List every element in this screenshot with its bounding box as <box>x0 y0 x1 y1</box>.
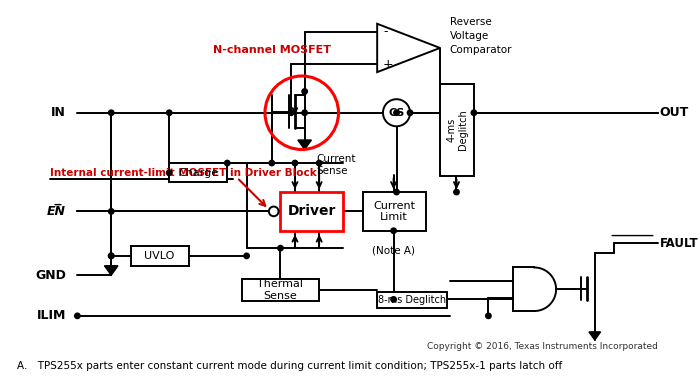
Bar <box>281 192 343 231</box>
Circle shape <box>316 160 322 166</box>
Polygon shape <box>377 24 440 72</box>
Circle shape <box>269 207 279 216</box>
Text: Charge: Charge <box>178 168 218 178</box>
Circle shape <box>288 110 294 115</box>
Text: Reverse
Voltage
Comparator: Reverse Voltage Comparator <box>449 17 512 55</box>
Circle shape <box>293 160 297 166</box>
Bar <box>169 163 228 182</box>
Circle shape <box>394 110 399 115</box>
Text: FAULT: FAULT <box>659 237 698 250</box>
Bar <box>131 246 188 265</box>
Circle shape <box>391 297 396 302</box>
Text: Copyright © 2016, Texas Instruments Incorporated: Copyright © 2016, Texas Instruments Inco… <box>427 342 657 351</box>
Text: CS: CS <box>389 108 405 118</box>
Text: Thermal
Sense: Thermal Sense <box>258 279 304 301</box>
Text: OUT: OUT <box>659 106 689 119</box>
Text: 4-ms
Deglitch: 4-ms Deglitch <box>446 109 468 150</box>
Text: Current
Sense: Current Sense <box>316 154 356 176</box>
Circle shape <box>225 160 230 166</box>
Circle shape <box>486 313 491 319</box>
Text: N-channel MOSFET: N-channel MOSFET <box>213 45 331 55</box>
Text: Current
Limit: Current Limit <box>373 200 415 222</box>
Circle shape <box>471 110 477 115</box>
Circle shape <box>108 253 114 259</box>
Circle shape <box>394 189 399 195</box>
Text: A. TPS255x parts enter constant current mode during current limit condition; TPS: A. TPS255x parts enter constant current … <box>18 361 563 371</box>
Bar <box>241 279 319 301</box>
Circle shape <box>383 99 410 126</box>
Circle shape <box>108 209 114 214</box>
Circle shape <box>167 170 172 175</box>
Text: UVLO: UVLO <box>144 251 175 261</box>
Circle shape <box>278 245 284 251</box>
Circle shape <box>167 110 172 115</box>
Polygon shape <box>104 266 118 275</box>
Polygon shape <box>589 332 601 340</box>
Text: Driver: Driver <box>288 204 336 218</box>
Circle shape <box>407 110 413 115</box>
Bar <box>363 192 426 231</box>
Text: ILIM: ILIM <box>36 309 66 322</box>
Text: (Note A): (Note A) <box>372 245 415 255</box>
Bar <box>377 292 447 308</box>
Text: IN: IN <box>51 106 66 119</box>
Circle shape <box>302 110 307 115</box>
Text: EN: EN <box>47 205 66 218</box>
Circle shape <box>454 189 459 195</box>
Text: 8-ms Deglitch: 8-ms Deglitch <box>378 295 446 305</box>
Circle shape <box>108 253 114 259</box>
Circle shape <box>75 313 80 319</box>
Polygon shape <box>298 140 312 149</box>
Text: GND: GND <box>35 269 66 282</box>
Text: -: - <box>383 25 388 38</box>
Text: +: + <box>383 58 393 71</box>
Circle shape <box>269 160 274 166</box>
Text: Internal current-limit MOSFET in Driver Block: Internal current-limit MOSFET in Driver … <box>50 168 317 178</box>
Bar <box>440 84 474 176</box>
Circle shape <box>302 89 307 94</box>
Circle shape <box>108 110 114 115</box>
Circle shape <box>391 228 396 233</box>
Circle shape <box>244 253 249 259</box>
